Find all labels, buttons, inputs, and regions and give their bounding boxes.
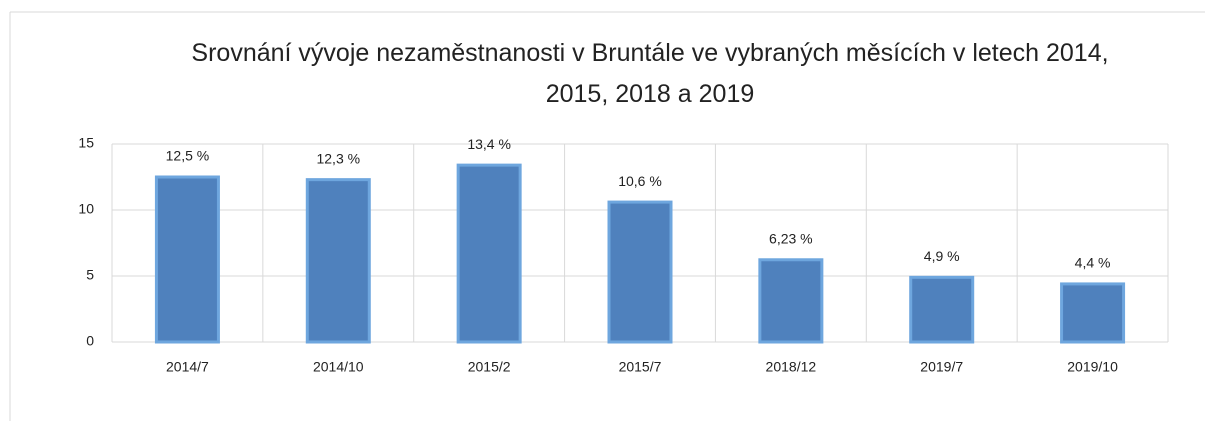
bar [154,175,220,344]
x-tick-label: 2015/7 [619,359,662,375]
value-label: 13,4 % [467,136,511,152]
y-tick-label: 10 [78,201,94,217]
bar [1060,282,1126,344]
x-tick-label: 2018/12 [766,359,817,375]
x-tick-label: 2015/2 [468,359,511,375]
value-label: 12,5 % [166,148,210,164]
x-tick-label: 2014/10 [313,359,364,375]
bar [607,200,673,344]
y-tick-label: 0 [86,333,94,349]
y-tick-label: 15 [78,135,94,151]
value-label: 12,3 % [316,150,360,166]
value-label: 6,23 % [769,230,813,246]
bar [909,275,975,344]
bar [305,178,371,344]
x-tick-label: 2019/10 [1067,359,1118,375]
y-tick-label: 5 [86,267,94,283]
bar [758,258,824,344]
x-tick-label: 2019/7 [920,359,963,375]
bar [456,163,522,344]
value-label: 4,9 % [924,248,960,264]
x-tick-label: 2014/7 [166,359,209,375]
value-label: 10,6 % [618,173,662,189]
value-label: 4,4 % [1075,255,1111,271]
chart-title: Srovnání vývoje nezaměstnanosti v Bruntá… [191,39,1109,108]
